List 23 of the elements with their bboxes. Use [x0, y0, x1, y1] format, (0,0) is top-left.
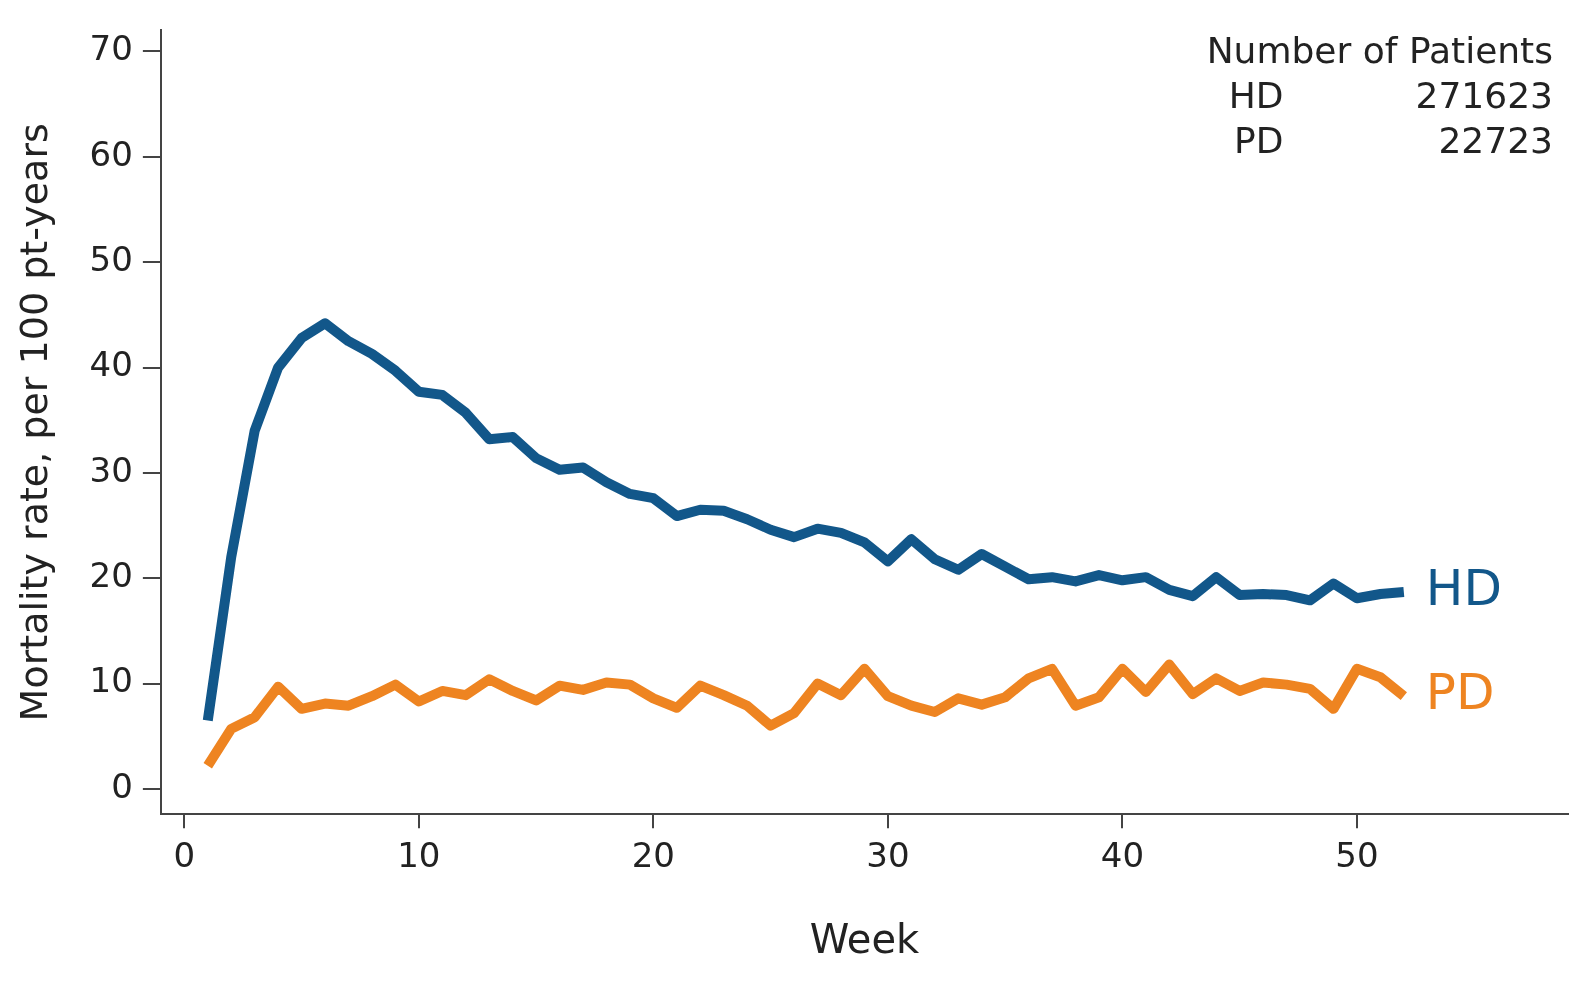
annotation: HD — [1227, 75, 1284, 116]
y-tick-label: 40 — [89, 344, 133, 385]
y-axis-title: Mortality rate, per 100 pt-years — [11, 123, 56, 722]
y-tick-label: 20 — [89, 555, 133, 596]
y-tick-label: 0 — [111, 765, 133, 806]
x-tick-label: 20 — [631, 835, 675, 876]
annotation: PD — [1233, 120, 1284, 161]
y-tick-label: 30 — [89, 449, 133, 490]
x-tick-label: 50 — [1335, 835, 1379, 876]
y-tick-label: 50 — [89, 239, 133, 279]
annotation: Number of Patients — [1206, 30, 1553, 71]
y-tick-label: 10 — [89, 660, 133, 701]
x-tick-label: 10 — [397, 835, 441, 876]
y-tick-label: 70 — [89, 28, 133, 69]
annotation: 271623 — [1414, 75, 1553, 116]
x-tick-label: 30 — [866, 835, 910, 876]
x-tick-label: 40 — [1100, 835, 1145, 876]
x-axis-title: Week — [809, 916, 921, 963]
series-label: HD — [1425, 558, 1502, 617]
y-tick-label: 60 — [89, 133, 133, 174]
series-label: PD — [1425, 663, 1495, 722]
annotation: 22723 — [1437, 120, 1553, 161]
x-tick-label: 0 — [173, 835, 196, 876]
